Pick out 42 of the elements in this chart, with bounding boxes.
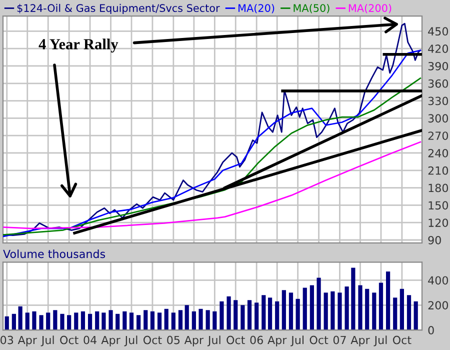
y-tick-label: 0 [428,326,434,334]
x-tick-label: Apr [268,336,287,346]
y-tick-label: 330 [428,96,448,106]
legend-label: MA(20) [238,4,274,14]
y-tick-label: 120 [428,218,448,227]
x-tick-label: Jul [207,336,220,346]
x-tick-label: 04 [84,336,96,344]
y-tick-label: 420 [428,44,448,53]
x-tick-label: Oct [310,336,328,344]
x-tick-label: Jul [124,336,138,346]
y-tick-label: 300 [428,114,448,123]
x-tick-label: Oct [392,336,412,344]
x-tick-label: Apr [101,336,120,346]
y-tick-label: 200 [428,301,448,310]
x-tick-label: Oct [60,336,78,344]
y-tick-label: 450 [428,27,448,36]
y-tick-label: 180 [428,184,448,192]
y-tick-label: 360 [428,79,448,88]
x-tick-label: 07 [333,336,346,344]
x-tick-label: Apr [350,336,370,346]
x-tick-label: 05 [167,336,180,344]
y-tick-label: 90 [428,236,441,244]
y-tick-label: 270 [428,132,448,140]
y-tick-label: 240 [428,148,448,158]
annotation: 4 Year Rally [38,38,118,53]
x-tick-label: Oct [226,336,245,344]
y-tick-label: 210 [428,166,448,175]
y-tick-label: 390 [428,62,448,70]
x-tick-label: Oct [143,336,162,344]
y-tick-label: 400 [428,276,448,285]
chart-title: Volume thousands [3,250,106,258]
x-tick-label: Apr [184,336,204,346]
x-tick-label: Jul [40,336,54,346]
x-tick-label: Apr [18,336,37,346]
y-tick-label: 150 [428,201,448,210]
x-tick-label: Jul [374,336,387,346]
legend-label: MA(50) [294,4,330,14]
legend-label: $124-Oil & Gas Equipment/Svcs Sector [17,4,220,14]
x-tick-label: 06 [250,336,263,344]
x-tick-label: 03 [0,336,14,344]
x-tick-label: Jul [290,336,304,346]
legend-label: MA(200) [348,4,392,14]
